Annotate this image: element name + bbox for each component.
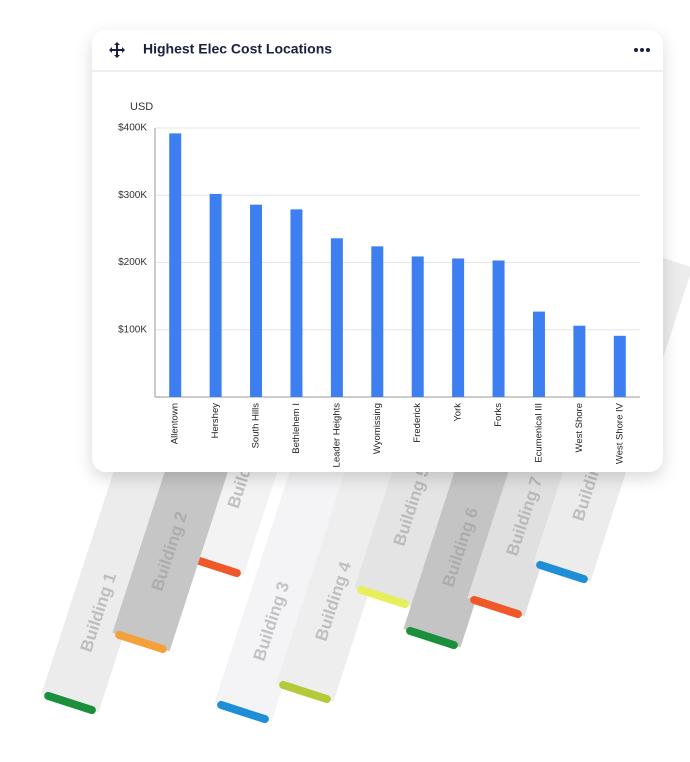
x-tick-label: Allentown <box>170 403 181 444</box>
bar <box>613 335 626 397</box>
x-tick-label: Frederick <box>412 403 423 443</box>
x-tick-label: Wyomissing <box>372 403 383 454</box>
y-tick-label: $400K <box>118 123 147 134</box>
y-tick-label: $300K <box>118 190 147 201</box>
x-tick-label: Leader Heights <box>331 403 342 468</box>
x-tick-label: West Shore <box>574 403 585 452</box>
bar <box>169 133 182 397</box>
bar <box>250 204 263 397</box>
tab-color-bar <box>279 680 331 704</box>
chart-card: Highest Elec Cost Locations USD $100K $20… <box>92 30 663 472</box>
y-tick-label: $200K <box>118 257 147 268</box>
bar <box>371 246 384 397</box>
tab-color-bar <box>536 560 588 584</box>
bar <box>573 325 586 397</box>
x-tick-label: York <box>453 403 464 422</box>
bar <box>411 256 424 397</box>
tab-color-bar <box>217 700 269 724</box>
y-tick-label: $100K <box>118 324 147 335</box>
tab-color-bar <box>115 630 167 654</box>
tab-color-bar <box>44 691 96 715</box>
tab-color-bar <box>406 626 458 650</box>
y-axis-label: USD <box>130 101 153 113</box>
bar <box>452 258 465 397</box>
x-tick-label: Forks <box>493 403 504 427</box>
more-menu[interactable] <box>634 48 650 52</box>
x-tick-label: Hershey <box>210 403 221 439</box>
move-icon[interactable] <box>109 42 125 58</box>
bar <box>492 260 505 397</box>
card-title: Highest Elec Cost Locations <box>143 41 332 57</box>
x-tick-label: Bethlehem I <box>291 403 302 454</box>
bar <box>330 238 343 397</box>
tab-color-bar <box>189 554 241 578</box>
x-tick-label: West Shore IV <box>614 402 625 464</box>
tab-color-bar <box>470 595 522 619</box>
bar <box>290 209 303 397</box>
x-tick-label: Ecumenical III <box>533 403 544 463</box>
x-tick-label: South Hills <box>251 403 262 449</box>
bar <box>209 193 222 397</box>
bar <box>532 311 545 397</box>
tab-color-bar <box>357 585 409 609</box>
